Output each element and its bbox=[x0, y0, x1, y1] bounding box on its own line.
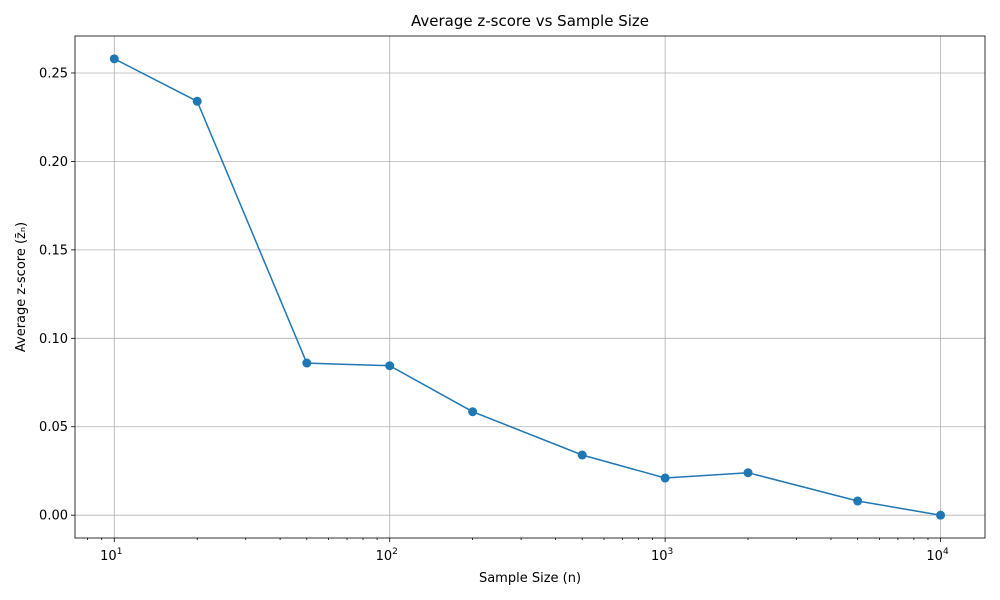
data-point bbox=[743, 468, 753, 478]
series-layer bbox=[109, 54, 946, 520]
data-point bbox=[192, 96, 202, 106]
y-tick-label: 0.15 bbox=[39, 243, 68, 258]
y-tick-label: 0.20 bbox=[39, 155, 68, 170]
data-point bbox=[853, 496, 863, 506]
data-point bbox=[109, 54, 119, 64]
data-point bbox=[468, 407, 478, 417]
data-point bbox=[385, 361, 395, 371]
chart-title: Average z-score vs Sample Size bbox=[411, 12, 649, 30]
x-tick-label: 101 bbox=[100, 547, 122, 564]
data-point bbox=[302, 358, 312, 368]
grid-layer bbox=[75, 36, 985, 538]
x-axis-label: Sample Size (n) bbox=[479, 571, 581, 586]
y-tick-label: 0.25 bbox=[39, 66, 68, 81]
plot-frame bbox=[74, 35, 986, 539]
series-line bbox=[113, 58, 941, 516]
y-axis-label: Average z-score (z̄ₙ) bbox=[14, 222, 29, 352]
ticks-layer: 0.00 0.05 0.10 0.15 0.20 0.25 101 102 103 104 bbox=[39, 66, 949, 564]
x-tick-label: 104 bbox=[926, 547, 949, 564]
x-tick-label: 102 bbox=[376, 547, 398, 564]
y-tick-label: 0.00 bbox=[39, 509, 68, 524]
data-point bbox=[660, 473, 670, 483]
y-tick-label: 0.05 bbox=[39, 420, 68, 435]
y-tick-label: 0.10 bbox=[39, 332, 68, 347]
data-point bbox=[577, 450, 587, 460]
data-point bbox=[936, 510, 946, 520]
x-tick-label: 103 bbox=[651, 547, 673, 564]
